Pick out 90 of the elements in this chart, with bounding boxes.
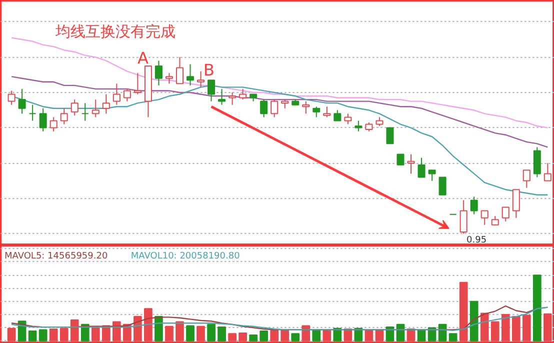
bar <box>144 308 152 342</box>
candlestick <box>334 110 342 122</box>
bar <box>165 326 174 342</box>
bar <box>249 334 258 342</box>
bar <box>490 321 500 342</box>
candlestick <box>502 206 510 222</box>
candlestick <box>165 72 173 84</box>
candlestick <box>460 200 468 234</box>
candlestick <box>112 83 120 106</box>
candlestick <box>522 170 530 188</box>
bar <box>480 312 489 342</box>
bar <box>280 329 290 342</box>
candlestick <box>407 154 415 174</box>
bar <box>270 330 279 342</box>
bar <box>470 300 478 342</box>
candlestick <box>60 108 68 125</box>
candlestick <box>418 157 426 178</box>
bar <box>364 330 374 342</box>
candlestick <box>50 116 58 132</box>
candlestick <box>70 99 78 116</box>
candlestick <box>228 92 236 106</box>
candlestick <box>323 106 331 118</box>
candlestick <box>81 102 89 122</box>
candlestick <box>533 146 541 178</box>
candlestick <box>18 88 26 114</box>
annotation: B <box>204 60 214 80</box>
candlestick <box>480 210 488 226</box>
text: 0.95 <box>466 236 487 246</box>
candlestick <box>186 64 194 86</box>
candlestick <box>134 72 142 95</box>
candlestick <box>354 120 362 132</box>
candlestick <box>512 189 520 218</box>
bar <box>7 328 16 342</box>
candlestick <box>102 94 110 114</box>
candlestick <box>123 88 131 102</box>
text: 均线互换没有完成 <box>54 22 176 40</box>
candlestick <box>470 196 478 215</box>
candlestick <box>28 104 36 122</box>
candlestick <box>302 100 310 114</box>
bar <box>196 326 205 342</box>
bar <box>291 333 300 342</box>
bar <box>228 333 236 342</box>
bar <box>501 314 510 342</box>
bar <box>532 274 542 342</box>
bar <box>459 282 468 342</box>
bar <box>60 328 68 342</box>
bar <box>522 314 531 342</box>
candlestick <box>176 56 184 84</box>
bar <box>38 329 48 342</box>
candlestick <box>92 99 100 118</box>
candlestick <box>386 127 394 144</box>
candlestick <box>438 176 446 196</box>
bar <box>238 332 247 342</box>
bar <box>154 316 163 342</box>
bar <box>91 326 100 342</box>
candlestick <box>208 80 216 102</box>
bar <box>49 328 58 342</box>
bar <box>176 321 184 342</box>
candlestick <box>396 154 404 166</box>
bar <box>322 330 332 342</box>
candlestick <box>312 106 320 118</box>
candlestick <box>154 60 162 86</box>
bar <box>207 324 216 342</box>
candlestick <box>39 108 47 132</box>
candlestick <box>544 162 552 182</box>
text: MAVOL10: 20058190.80 <box>130 252 240 262</box>
bar <box>112 321 121 342</box>
bar <box>186 325 194 342</box>
bar <box>543 313 552 342</box>
bar <box>80 324 90 342</box>
bar <box>448 333 458 342</box>
candlestick <box>260 99 268 118</box>
bar <box>70 319 79 342</box>
bar <box>312 329 321 342</box>
bar <box>260 330 268 342</box>
bar <box>512 316 520 342</box>
bar <box>134 316 142 342</box>
candlestick <box>218 88 226 106</box>
text: MAVOL5: 14565959.20 <box>4 252 108 262</box>
candlestick <box>8 90 16 106</box>
candlestick <box>428 170 436 182</box>
candlestick <box>239 88 247 100</box>
candlestick <box>197 70 205 88</box>
candlestick <box>270 99 278 118</box>
bar <box>28 330 37 342</box>
candlestick <box>344 113 352 125</box>
bar <box>302 325 310 342</box>
bar <box>218 326 226 342</box>
annotation: A <box>138 48 148 68</box>
bar <box>102 325 110 342</box>
